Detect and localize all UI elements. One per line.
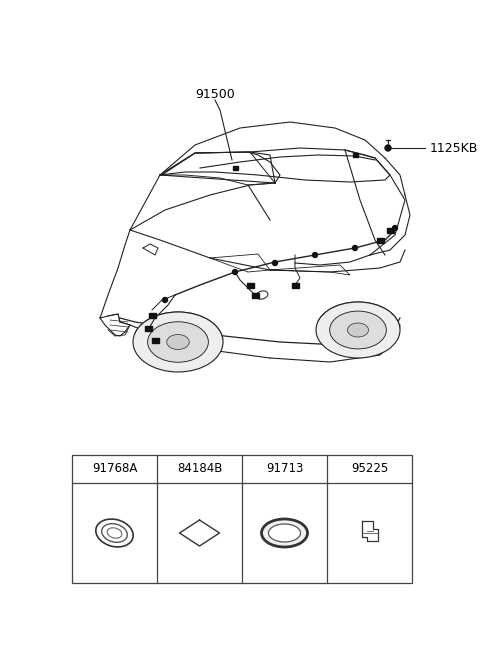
- Bar: [291, 283, 299, 287]
- Ellipse shape: [262, 519, 308, 547]
- Ellipse shape: [148, 321, 208, 362]
- Bar: [72, 455, 412, 583]
- Bar: [352, 153, 358, 157]
- Circle shape: [393, 226, 397, 230]
- Bar: [247, 283, 253, 287]
- Text: 1125KB: 1125KB: [430, 142, 479, 155]
- Ellipse shape: [316, 302, 400, 358]
- Text: 91713: 91713: [266, 462, 303, 476]
- Circle shape: [273, 260, 277, 266]
- Bar: [152, 337, 158, 342]
- Bar: [144, 325, 152, 331]
- Text: 91768A: 91768A: [92, 462, 137, 476]
- Bar: [252, 293, 259, 298]
- Bar: [148, 312, 156, 318]
- Circle shape: [312, 253, 317, 258]
- Text: 91500: 91500: [195, 89, 235, 102]
- Ellipse shape: [167, 335, 189, 350]
- Ellipse shape: [268, 524, 300, 542]
- Circle shape: [232, 270, 238, 274]
- Bar: [232, 166, 238, 170]
- Bar: [386, 228, 394, 232]
- Circle shape: [385, 145, 391, 151]
- Ellipse shape: [330, 311, 386, 349]
- Text: 84184B: 84184B: [177, 462, 222, 476]
- Ellipse shape: [133, 312, 223, 372]
- Circle shape: [352, 245, 358, 251]
- Circle shape: [163, 298, 168, 302]
- Text: 95225: 95225: [351, 462, 388, 476]
- Bar: [376, 237, 384, 243]
- Ellipse shape: [348, 323, 369, 337]
